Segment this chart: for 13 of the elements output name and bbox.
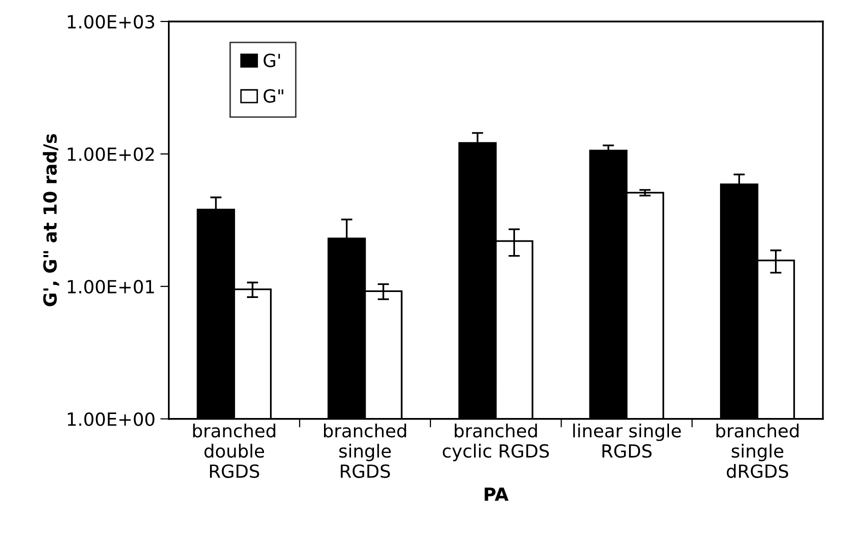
x-axis-title: PA	[484, 488, 509, 501]
x-tick-label: branched double RGDS	[193, 424, 276, 478]
legend-label: G'	[264, 54, 280, 68]
y-tick-label: 1.00E+03	[68, 14, 154, 29]
x-tick-label: linear single RGDS	[573, 424, 681, 458]
x-tick-label: branched cyclic RGDS	[442, 424, 549, 462]
y-tick-label: 1.00E+02	[68, 147, 154, 162]
y-axis-title: G', G" at 10 rad/s	[42, 134, 60, 306]
y-tick-label: 1.00E+00	[68, 412, 154, 426]
x-tick-label: branched single dRGDS	[716, 424, 799, 478]
x-tick-label: branched single RGDS	[324, 424, 406, 478]
legend-label: G"	[264, 89, 284, 103]
y-tick-label: 1.00E+01	[68, 280, 154, 294]
